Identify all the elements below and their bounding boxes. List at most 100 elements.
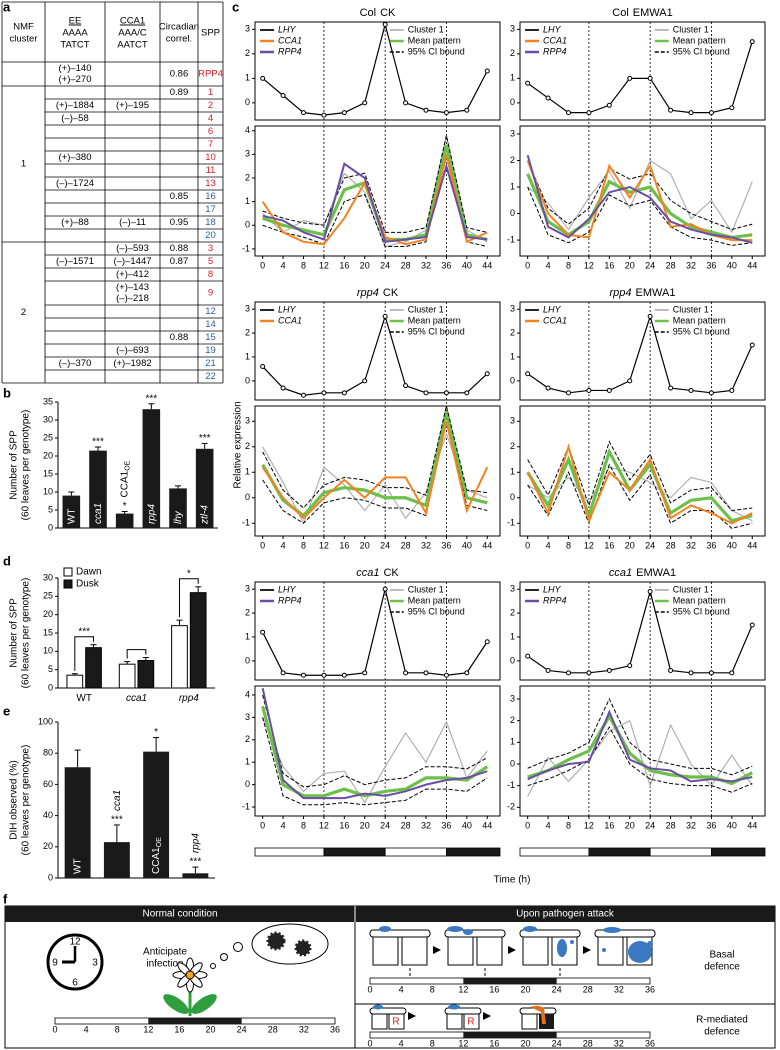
x-tick-label: 40: [727, 820, 737, 830]
category-label: cca1: [126, 693, 147, 704]
y-tick-label: 4: [245, 689, 250, 699]
y-tick-label: 3: [510, 128, 515, 138]
legend-label: Cluster 1: [408, 584, 444, 594]
point: [729, 670, 735, 676]
clock-number: 12: [69, 937, 81, 948]
spp-cell: 17: [205, 204, 216, 215]
x-tick-label: 4: [546, 820, 551, 830]
line: [527, 713, 753, 786]
point: [403, 670, 409, 676]
category-label: WT: [76, 693, 92, 704]
spp-cell: 1: [208, 87, 213, 98]
timeline-label: 16: [174, 1024, 184, 1034]
y-tick-label: 2: [245, 607, 250, 617]
line: [527, 314, 753, 394]
light-dark-bar: [711, 847, 766, 857]
panel-label: a: [3, 0, 11, 14]
category-label: rpp4: [190, 833, 201, 853]
y-tick-label: 0: [510, 208, 515, 218]
x-tick-label: 12: [319, 540, 329, 550]
line: [261, 421, 489, 520]
legend-label: Mean pattern: [673, 315, 726, 325]
chart-title: rpp4 EMWA1: [610, 287, 676, 299]
spp-cell: 6: [208, 126, 213, 137]
x-axis-label: Time (h): [494, 875, 531, 886]
cells: [369, 1007, 557, 1030]
cell: (+)–1884: [56, 100, 94, 111]
x-tick-label: 40: [727, 540, 737, 550]
x-tick-label: 28: [401, 540, 411, 550]
bubble: [233, 942, 243, 952]
timeline-label: 36: [645, 1038, 655, 1048]
timeline-label: 36: [645, 984, 655, 994]
x-tick-label: 24: [380, 820, 390, 830]
point: [464, 670, 470, 676]
legend-swatch: [63, 579, 73, 589]
y-tick-label: -1: [242, 518, 250, 528]
point: [423, 107, 429, 113]
x-tick-label: 4: [546, 540, 551, 550]
line: [261, 688, 488, 800]
category-label: lhy: [173, 510, 184, 524]
treatment: EMWA1: [636, 567, 676, 579]
hyphae: [379, 926, 653, 963]
cell: (–)–1447: [113, 256, 151, 267]
ci-line: [262, 135, 488, 233]
timeline-label: 8: [115, 1024, 120, 1034]
chart-title: Col EMWA1: [612, 7, 672, 19]
y-tick-label: 4: [245, 125, 250, 135]
x-tick-label: 16: [604, 820, 614, 830]
cell: (+)–88: [61, 217, 89, 228]
category-label: CCA1OE: [151, 837, 164, 874]
bottom-plot: [261, 688, 489, 806]
point: [443, 672, 449, 678]
category-name: lhy: [173, 510, 184, 524]
y-axis-label: Relative expression: [233, 401, 244, 488]
ci-line: [527, 726, 753, 793]
y-tick-label: 0: [510, 97, 515, 107]
category-label: rpp4: [179, 693, 199, 704]
flower-center: [185, 970, 195, 980]
category-name: ztl-4: [199, 505, 210, 525]
x-tick-label: 44: [482, 820, 492, 830]
bubble: [220, 953, 228, 961]
header-bar: [5, 906, 775, 922]
y-tick-label: 0: [48, 522, 53, 532]
x-tick-label: 32: [686, 260, 696, 270]
y-tick-label: 0: [245, 97, 250, 107]
timeline-label: 16: [489, 984, 499, 994]
timeline-label: 4: [399, 1038, 404, 1048]
x-tick-label: 24: [645, 820, 655, 830]
point: [586, 110, 592, 116]
point: [668, 667, 674, 673]
cell: (+)–195: [116, 100, 149, 111]
y-tick-label: 1: [510, 351, 515, 361]
y-tick-label: 3: [245, 149, 250, 159]
cell: (+)–140: [58, 63, 91, 74]
significance: *: [154, 727, 158, 738]
x-tick-label: 12: [319, 260, 329, 270]
timeline-label: 28: [268, 1024, 278, 1034]
panel-label: d: [3, 553, 11, 568]
bar: [64, 767, 91, 878]
cell: 0.88: [170, 332, 189, 343]
y-tick-label: 3: [245, 416, 250, 426]
timeline-label: 0: [52, 1024, 57, 1034]
category-label: cca1: [93, 503, 104, 524]
point: [749, 39, 755, 45]
category-label: WT: [66, 508, 77, 524]
plot-frame: [519, 405, 766, 537]
y-tick-label: 3: [245, 584, 250, 594]
line: [262, 162, 488, 243]
genotype: Col: [360, 7, 377, 19]
point: [382, 586, 388, 592]
legend-label: 95% CI bound: [408, 326, 465, 336]
point: [362, 100, 368, 106]
legend-label: LHY: [543, 24, 562, 34]
top-plot: [525, 313, 755, 396]
light-dark-bar: [323, 847, 386, 857]
treatment: CK: [383, 567, 399, 579]
pathogen: [294, 939, 312, 957]
bottom-plot: [261, 406, 489, 525]
y-tick-label: 20: [43, 841, 53, 851]
